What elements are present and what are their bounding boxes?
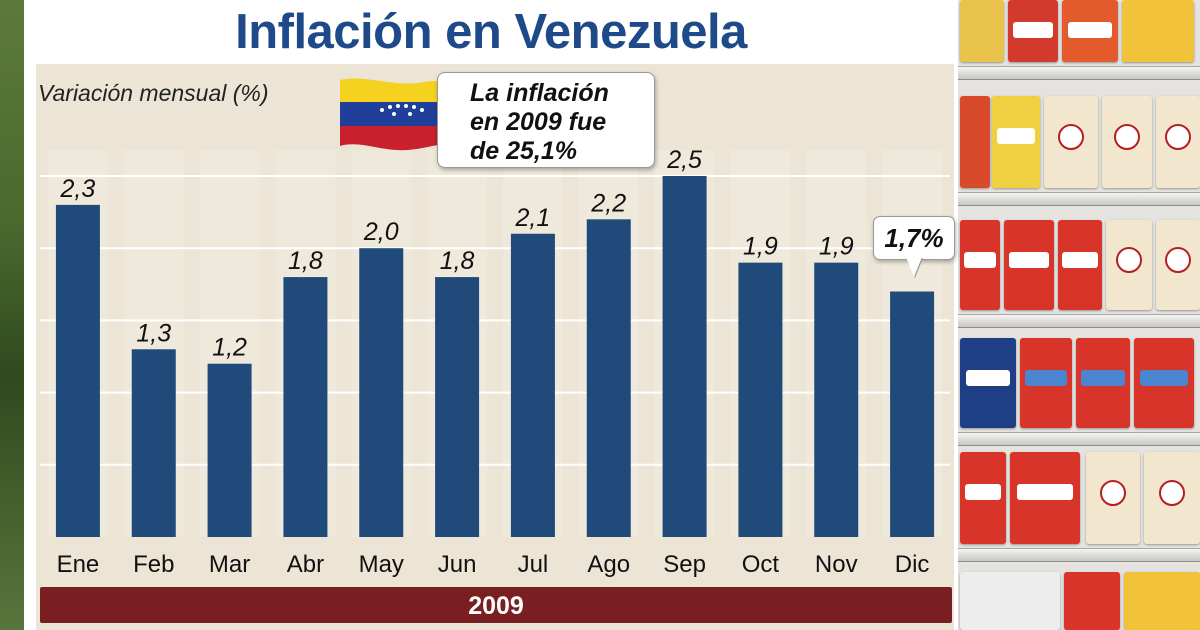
product-package	[960, 452, 1006, 544]
bar-feb	[131, 349, 176, 537]
annotation-callout: La inflación en 2009 fue de 25,1%	[437, 72, 655, 168]
annotation-line: La inflación	[470, 79, 609, 107]
product-package	[1064, 572, 1120, 630]
product-package	[1008, 0, 1058, 62]
annotation-line: en 2009 fue	[470, 108, 607, 136]
background-photo-shelves	[958, 0, 1200, 630]
bar-dic	[890, 291, 935, 537]
product-package	[1102, 96, 1152, 188]
bar-nov	[814, 262, 859, 537]
product-package	[960, 338, 1016, 428]
bar-jun	[435, 277, 480, 537]
category-label: May	[359, 551, 404, 578]
value-label: 2,3	[60, 175, 96, 203]
value-label: 1,3	[136, 319, 171, 347]
shelf	[958, 314, 1200, 328]
value-label: 1,8	[440, 247, 475, 275]
category-label: Nov	[815, 551, 858, 578]
value-label: 1,9	[819, 233, 854, 261]
value-label: 2,1	[515, 204, 551, 232]
product-package	[960, 0, 1004, 62]
year-band: 2009	[40, 587, 952, 623]
value-label: 1,9	[743, 233, 778, 261]
value-label: 1,2	[212, 334, 247, 362]
product-package	[1044, 96, 1098, 188]
bar-sep	[662, 176, 707, 537]
product-package	[1020, 338, 1072, 428]
annotation-line: de 25,1%	[470, 137, 578, 165]
value-label: 2,2	[590, 189, 626, 217]
background-photo-left	[0, 0, 24, 630]
product-package	[1156, 220, 1200, 310]
category-label: Feb	[133, 551, 174, 578]
flag-stripe-yellow	[340, 78, 464, 102]
category-label: Oct	[742, 551, 780, 578]
shelf	[958, 548, 1200, 562]
product-package	[1086, 452, 1140, 544]
bar-mar	[207, 363, 252, 537]
bar-ene	[55, 204, 100, 537]
product-package	[1062, 0, 1118, 62]
december-value-callout: 1,7%	[873, 216, 955, 260]
category-label: Abr	[287, 551, 324, 578]
product-package	[1122, 0, 1194, 62]
product-package	[1010, 452, 1080, 544]
value-label: 2,0	[363, 218, 399, 246]
category-label: Mar	[209, 551, 250, 578]
product-package	[960, 220, 1000, 310]
product-package	[960, 572, 1060, 630]
product-package	[1144, 452, 1200, 544]
category-label: Ago	[587, 551, 630, 578]
shelf	[958, 66, 1200, 80]
bar-may	[359, 248, 404, 537]
chart-title: Inflación en Venezuela	[235, 5, 747, 59]
product-package	[1004, 220, 1054, 310]
bar-oct	[738, 262, 783, 537]
category-label: Ene	[57, 551, 100, 578]
product-package	[1106, 220, 1152, 310]
product-package	[1124, 572, 1200, 630]
product-package	[1076, 338, 1130, 428]
bar-abr	[283, 277, 328, 537]
category-label: Jun	[438, 551, 477, 578]
shelf	[958, 192, 1200, 206]
y-axis-label: Variación mensual (%)	[38, 80, 269, 106]
product-package	[960, 96, 990, 188]
bar-ago	[586, 219, 631, 537]
bar-jul	[510, 233, 555, 537]
category-label: Jul	[518, 551, 549, 578]
product-package	[992, 96, 1040, 188]
bar-chart: 2,3 Ene 1,3 Feb 1,2 Mar 1,8 Abr 2,0 May 1,8 Jun 2,1 J…	[40, 146, 950, 578]
shelf	[958, 432, 1200, 446]
value-label: 1,8	[288, 247, 323, 275]
value-label: 2,5	[666, 146, 702, 174]
product-package	[1058, 220, 1102, 310]
product-package	[1156, 96, 1200, 188]
category-label: Dic	[895, 551, 930, 578]
category-label: Sep	[663, 551, 706, 578]
december-callout-pointer	[906, 257, 922, 277]
product-package	[1134, 338, 1194, 428]
